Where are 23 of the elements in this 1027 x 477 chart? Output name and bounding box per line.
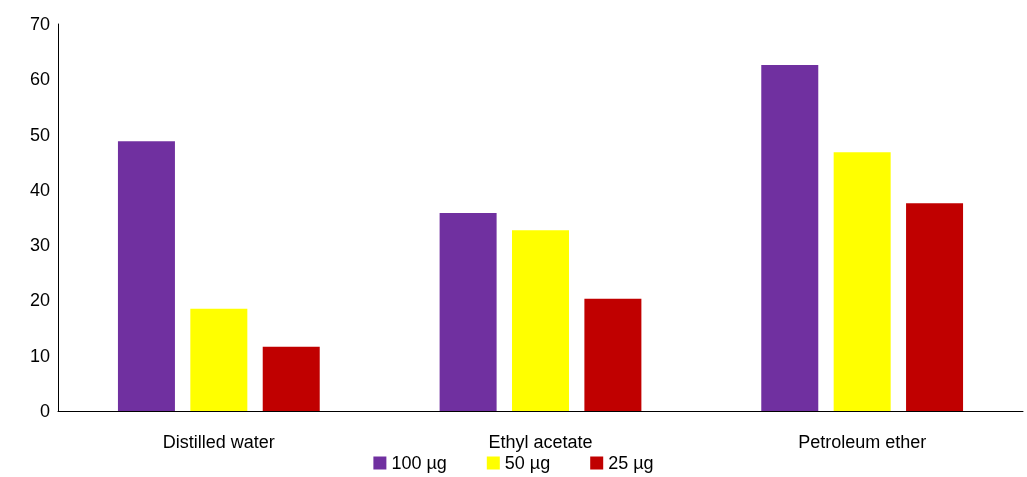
y-tick-label: 0 <box>39 401 50 421</box>
bar <box>117 141 175 411</box>
legend-label: 100 µg <box>391 453 447 473</box>
x-tick-label: Petroleum ether <box>798 432 927 452</box>
bar <box>439 213 497 411</box>
y-tick-label: 70 <box>29 14 50 34</box>
bar <box>190 308 248 411</box>
y-tick-label: 50 <box>29 124 50 145</box>
bar <box>262 346 320 411</box>
bar <box>512 230 569 411</box>
y-tick-label: 10 <box>29 345 50 366</box>
legend-label: 50 µg <box>504 453 551 473</box>
y-tick-label: 20 <box>29 290 50 311</box>
bar <box>906 203 964 411</box>
bar <box>584 298 642 411</box>
y-tick-label: 30 <box>29 235 50 256</box>
legend-label: 25 µg <box>608 453 654 473</box>
x-tick-label: Distilled water <box>162 432 275 452</box>
bar <box>833 152 891 411</box>
x-tick-label: Ethyl acetate <box>488 432 593 452</box>
y-tick-label: 60 <box>29 69 50 90</box>
bar <box>761 64 819 411</box>
y-tick-label: 40 <box>29 179 50 200</box>
